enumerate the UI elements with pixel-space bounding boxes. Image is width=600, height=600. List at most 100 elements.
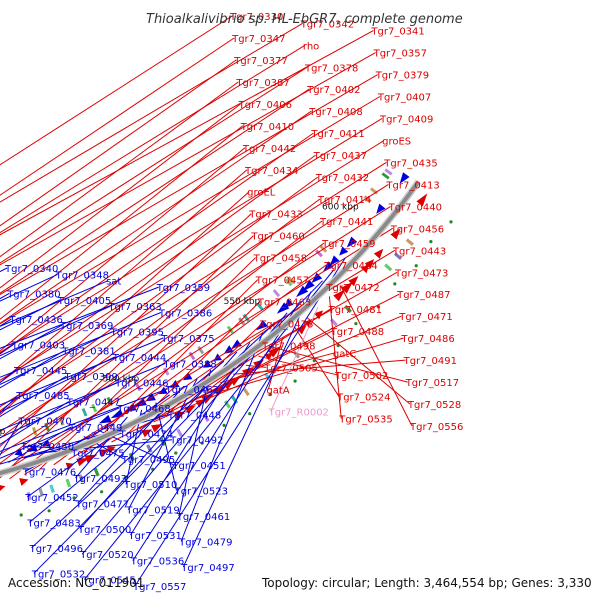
gene-label: Tgr7_0463	[257, 298, 311, 309]
leader-line	[0, 213, 252, 448]
gene-label: Tgr7_0502	[334, 371, 388, 382]
gene-label: gatA	[266, 385, 289, 396]
leader-line	[0, 169, 248, 384]
leader-line	[0, 305, 111, 357]
gene-label: groES	[382, 137, 411, 148]
gene-label: Tgr7_0491	[403, 356, 457, 367]
cog-block-inner	[91, 403, 98, 413]
gene-label: Tgr7_0369	[59, 321, 113, 332]
leader-line	[0, 227, 393, 475]
leader-line	[0, 59, 237, 227]
gene-label: Tgr7_0487	[396, 290, 450, 301]
gene-label: Tgr7_0470	[17, 417, 71, 428]
gene-label: Tgr7_0481	[328, 305, 382, 316]
leader-line	[182, 291, 312, 568]
forward-gene-arrow	[0, 485, 6, 491]
cog-block-outer	[231, 395, 239, 404]
gene-label: Tgr7_0440	[388, 202, 442, 213]
leader-line	[0, 401, 70, 445]
cog-block-inner	[32, 426, 38, 436]
gene-label: Tgr7_0379	[375, 71, 429, 82]
leader-line	[0, 96, 381, 325]
forward-gene-arrow	[264, 352, 273, 361]
gene-label: Tgr7_0399	[64, 372, 118, 383]
tick-label-kbp: 450 kbp	[0, 427, 6, 437]
leader-line	[220, 352, 336, 384]
gene-label: Tgr7_0386	[158, 309, 212, 320]
gene-label: Tgr7_0505	[263, 363, 317, 374]
cog-block-outer	[223, 400, 231, 409]
gene-label: rho	[303, 41, 319, 52]
leader-line	[267, 337, 284, 390]
cog-block-outer	[393, 252, 403, 261]
gene-label: Tgr7_0442	[242, 144, 296, 155]
gc-marker	[47, 509, 51, 513]
leader-line	[0, 132, 314, 354]
cog-block-inner	[58, 417, 65, 426]
cog-block-inner	[256, 302, 264, 311]
reverse-gene-arrow	[231, 339, 242, 349]
gene-label: Tgr7_0408	[308, 107, 362, 118]
tick-label-kbp: 550 kbp	[224, 297, 261, 307]
cog-block-outer	[65, 478, 72, 488]
gc-marker	[429, 240, 433, 244]
gene-label: Tgr7_0388	[162, 359, 216, 370]
gene-label: Tgr7_0524	[336, 393, 390, 404]
gene-label: Tgr7_0348	[55, 270, 109, 281]
gene-label: Tgr7_0462	[165, 385, 219, 396]
cog-block-inner	[363, 195, 372, 203]
gene-label: Tgr7_0359	[156, 283, 210, 294]
gene-label: Tgr7_0488	[330, 327, 384, 338]
gc-marker	[19, 513, 23, 517]
gene-label: Tgr7_0485	[15, 391, 69, 402]
cog-block-inner	[197, 346, 205, 355]
leader-line	[0, 15, 233, 166]
gene-label: Tgr7_0456	[390, 224, 444, 235]
cog-block-outer	[159, 437, 167, 447]
gene-label: Tgr7_0468	[116, 404, 170, 415]
gene-label: Tgr7_0363	[107, 302, 161, 313]
gene-label: Tgr7_0486	[400, 334, 454, 345]
forward-gene-arrow	[19, 478, 29, 486]
gene-label: Tgr7_0495	[121, 455, 175, 466]
cog-block-inner	[188, 351, 196, 361]
gc-marker	[100, 490, 104, 494]
gene-label: Tgr7_0528	[407, 400, 461, 411]
backbone-ring	[0, 180, 421, 476]
tick-label-kbp: 500 kbp	[103, 375, 140, 385]
cog-block-outer	[93, 467, 100, 477]
leader-line	[270, 346, 408, 383]
leader-line	[0, 220, 323, 465]
leader-line	[0, 37, 235, 196]
forward-gene-arrow	[296, 325, 307, 335]
gene-label: Tgr7_0496	[29, 544, 83, 555]
gc-marker	[72, 496, 76, 500]
gene-label: Tgr7_0492	[169, 436, 223, 447]
gc-marker	[174, 451, 178, 455]
gene-label: Tgr7_0476	[22, 468, 76, 479]
cog-block-inner	[284, 278, 293, 287]
cog-block-inner	[315, 249, 323, 258]
forward-gene-arrow	[373, 248, 384, 259]
forward-gene-arrow	[150, 423, 163, 433]
gene-label: Tgr7_0532	[31, 569, 85, 580]
leader-lines	[0, 15, 413, 587]
summary-text: Topology: circular; Length: 3,464,554 bp…	[261, 576, 592, 590]
reverse-gene-arrow	[311, 272, 323, 284]
reverse-gene-arrow	[256, 319, 268, 331]
gene-label: Tgr7_0474	[119, 429, 173, 440]
gene-label: Tgr7_0375	[160, 334, 214, 345]
cog-block-outer	[38, 488, 44, 497]
leader-line	[0, 81, 239, 258]
gene-label: Tgr7_0387	[235, 78, 289, 89]
cog-block-inner	[384, 168, 393, 176]
reverse-gene-arrow	[41, 439, 51, 447]
gene-label: gatC	[333, 349, 356, 360]
gene-label: Tgr7_0459	[321, 239, 375, 250]
gene-label: Tgr7_0432	[315, 173, 369, 184]
gene-label: Tgr7_0378	[304, 63, 358, 74]
gene-label: Tgr7_0441	[319, 217, 373, 228]
